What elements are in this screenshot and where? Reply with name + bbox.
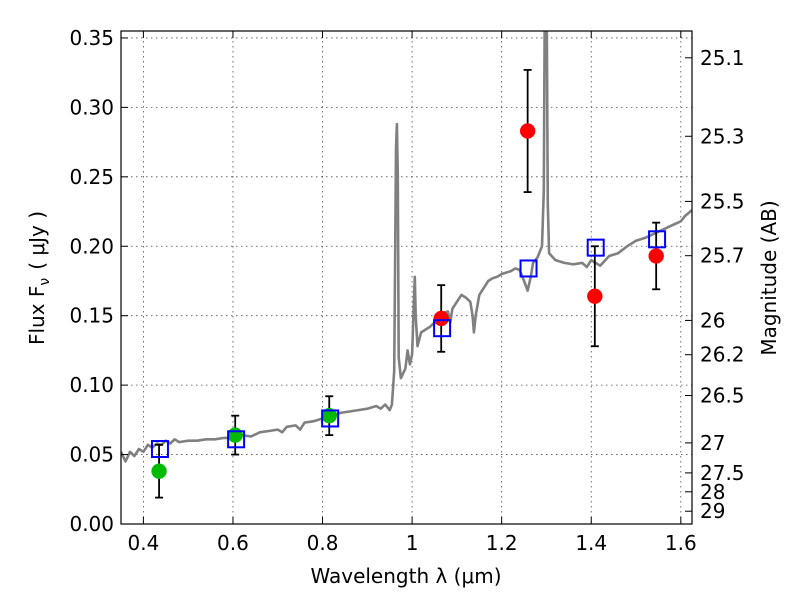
x-tick-label: 1.6 xyxy=(665,531,697,555)
y2-tick-label: 26 xyxy=(700,308,725,332)
y2-tick-label: 25.5 xyxy=(700,189,745,213)
y-tick-label: 0.15 xyxy=(69,304,114,328)
y-tick-label: 0.35 xyxy=(69,26,114,50)
data-point xyxy=(519,123,536,139)
y-tick-label: 0.00 xyxy=(69,512,114,536)
error-bars xyxy=(155,68,661,499)
y-tick-label: 0.25 xyxy=(69,165,114,189)
y-tick-label: 0.05 xyxy=(69,443,114,467)
data-markers xyxy=(150,123,667,479)
model-point xyxy=(586,238,605,257)
plot-frame xyxy=(120,30,693,525)
grid-lines xyxy=(121,31,692,525)
data-point xyxy=(433,310,449,327)
x-tick-label: 0.6 xyxy=(217,531,249,555)
y2-tick-label: 29 xyxy=(700,499,725,523)
y-tick-label: 0.20 xyxy=(69,234,114,258)
y-tick-label: 0.30 xyxy=(69,95,114,119)
model-point xyxy=(321,409,340,428)
model-spectrum xyxy=(121,31,692,463)
y2-tick-label: 25.1 xyxy=(700,46,745,70)
data-point xyxy=(227,427,243,443)
y2-tick-label: 25.7 xyxy=(700,244,745,268)
model-point xyxy=(150,440,169,459)
spectrum-line xyxy=(121,31,692,463)
y2-tick-label: 26.5 xyxy=(700,384,745,408)
y2-tick-label: 28 xyxy=(700,480,725,504)
data-point xyxy=(151,463,167,479)
model-point xyxy=(519,259,538,278)
x-tick-label: 1.2 xyxy=(486,531,518,555)
y-axis-label-sub: ν xyxy=(37,278,53,286)
y-axis-label-unit: ( μJy ) xyxy=(25,211,49,270)
axis-ticks: 0.4 0.6 0.8 1 1.2 1.4 1.6 0.00 0.05 0.10 0.15 0.20 0… xyxy=(69,26,744,555)
y2-tick-label: 26.2 xyxy=(700,343,745,367)
y-axis-label-main: Flux F xyxy=(25,286,49,345)
y2-axis-label: Magnitude (AB) xyxy=(757,200,781,355)
model-point xyxy=(227,430,246,449)
data-point xyxy=(587,288,603,304)
y-tick-label: 0.10 xyxy=(69,373,114,397)
y2-tick-label: 27 xyxy=(700,431,725,455)
model-point xyxy=(648,230,667,249)
y-axis-label: Flux Fν ( μJy ) xyxy=(25,211,53,345)
data-point xyxy=(648,248,664,264)
x-tick-label: 1 xyxy=(406,531,419,555)
x-tick-label: 0.4 xyxy=(127,531,159,555)
x-tick-label: 0.8 xyxy=(307,531,339,555)
y2-tick-label: 25.3 xyxy=(700,124,745,148)
y2-tick-label: 27.5 xyxy=(700,461,745,485)
x-tick-label: 1.4 xyxy=(575,531,607,555)
x-axis-label: Wavelength λ (μm) xyxy=(310,564,501,588)
model-point xyxy=(433,319,452,338)
